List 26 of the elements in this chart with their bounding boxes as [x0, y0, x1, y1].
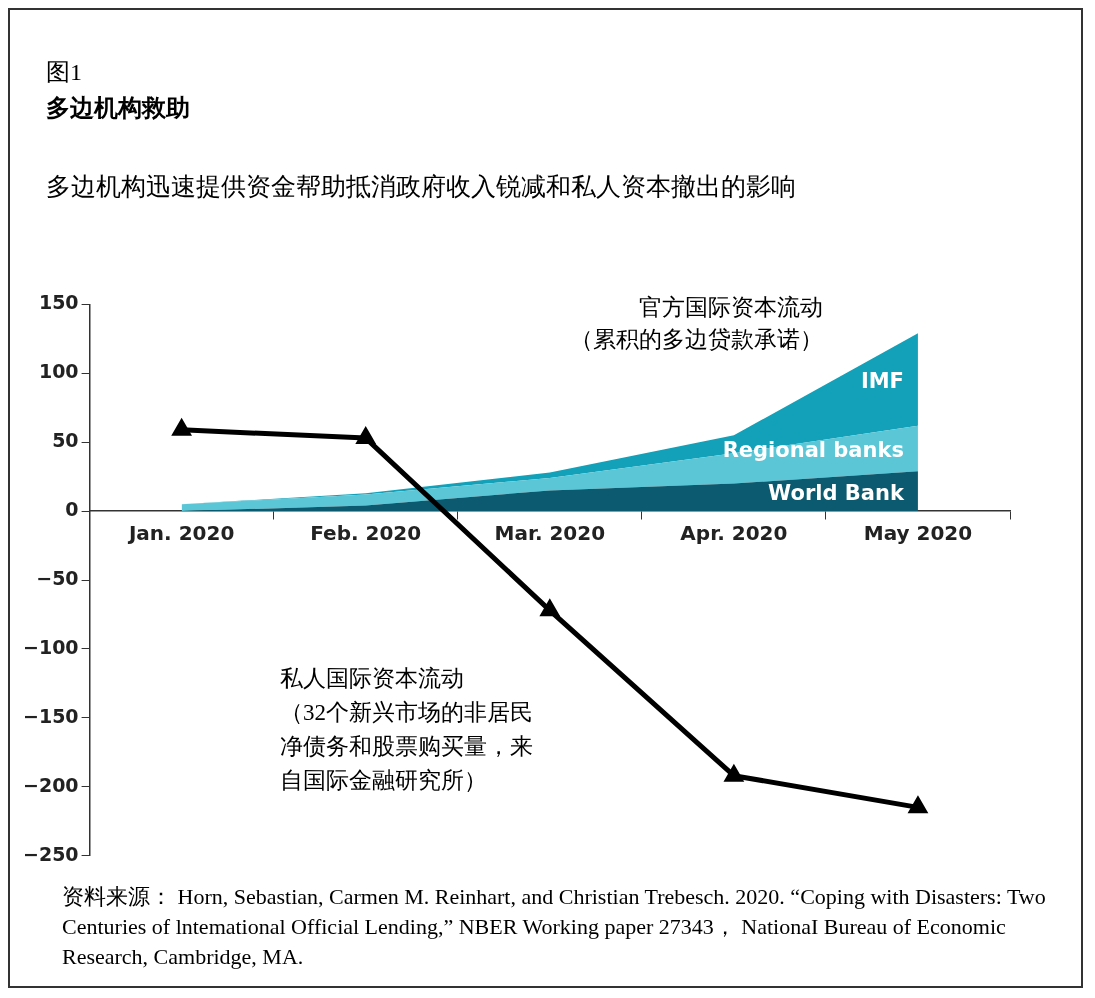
point: [907, 795, 929, 814]
y-tick-label: 0: [65, 498, 79, 521]
chart-subtitle: 多边机构迅速提供资金帮助抵消政府收入锐减和私人资本撤出的影响: [46, 172, 796, 202]
chart-title: 多边机构救助: [46, 94, 190, 123]
x-tick-label: Apr. 2020: [680, 521, 788, 546]
caption: 图1: [46, 58, 82, 87]
annotation: 官方国际资本流动（累积的多边贷款承诺）: [570, 294, 823, 354]
annotation: 私人国际资本流动（32个新兴市场的非居民净债务和股票购买量，来自国际金融研究所）: [280, 665, 534, 795]
y-tick-label: −150: [22, 704, 79, 727]
y-tick-label: −50: [36, 566, 79, 589]
y-tick-label: −100: [22, 635, 79, 658]
x-tick-label: May 2020: [863, 521, 973, 546]
text: 资料来源： Horn, Sebastian, Carmen M. Reinhart, and Christian Trebesch. 2020. “Coping with Disasters: Two Centuries of lntemational Official Lending,” NBER Working paper 27343， NationaI Bureau of Economic Research, Cambridge, MA.: [62, 883, 1047, 971]
x-tick-label: Jan. 2020: [126, 521, 235, 546]
y-tick-label: 50: [52, 429, 79, 452]
y-tick-label: −250: [22, 842, 79, 865]
y-tick-label: 100: [38, 360, 79, 383]
x-tick-label: Mar. 2020: [494, 521, 606, 546]
point: [355, 426, 376, 445]
y-tick-label: 150: [38, 291, 79, 314]
y-tick-label: −200: [22, 773, 79, 796]
series-label: Regional banks: [722, 437, 904, 462]
x-tick-label: Feb. 2020: [310, 521, 422, 546]
series-label: World Bank: [768, 480, 905, 505]
series-label: IMF: [860, 368, 904, 393]
point: [539, 598, 560, 617]
